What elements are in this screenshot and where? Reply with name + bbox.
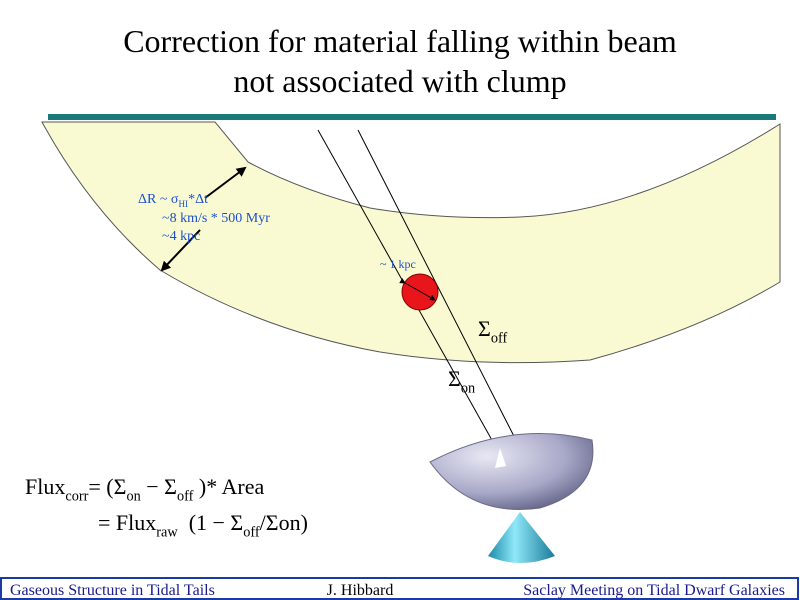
subscript: corr	[65, 489, 88, 505]
text-run: ΔR ~ σ	[138, 192, 179, 207]
title-rule	[48, 114, 776, 120]
text-run: /Σon)	[260, 510, 308, 535]
annotation: ~8 km/s * 500 Myr	[162, 211, 270, 226]
annotation: ~ 1 kpc	[380, 257, 416, 271]
title-line: Correction for material falling within b…	[123, 23, 677, 59]
subscript: HI	[178, 199, 188, 209]
dish	[429, 433, 594, 510]
text-run: )* Area	[193, 474, 264, 499]
annotation: Σon	[448, 366, 475, 397]
annotation: ΔR ~ σHI*Δt	[138, 192, 208, 209]
annotation: Σoff	[478, 316, 507, 347]
text-run: = Flux	[98, 510, 156, 535]
footer-box	[0, 577, 799, 600]
footer-text: J. Hibbard	[327, 582, 394, 599]
width-arrow	[204, 166, 247, 199]
text-run: Flux	[25, 474, 65, 499]
footer-text: Saclay Meeting on Tidal Dwarf Galaxies	[523, 582, 785, 599]
subscript: on	[461, 381, 475, 397]
dish-feed	[495, 448, 506, 468]
text-run: *Δt	[188, 192, 208, 207]
text-run: = (Σ	[88, 474, 126, 499]
text-run: Σ	[478, 316, 491, 341]
annotation: ~4 kpc	[162, 229, 200, 244]
text-run: ~4 kpc	[162, 229, 200, 244]
text-run: − Σ	[141, 474, 177, 499]
subscript: off	[243, 525, 260, 541]
clump-size-arrow	[399, 277, 436, 301]
footer-text: Gaseous Structure in Tidal Tails	[10, 582, 215, 599]
formula-line: Fluxcorr= (Σon − Σoff )* Area	[25, 474, 264, 505]
text-run: (1 − Σ	[178, 510, 244, 535]
subscript: off	[177, 489, 194, 505]
text-run: ~ 1 kpc	[380, 257, 416, 271]
subscript: off	[491, 331, 508, 347]
dish-mount	[488, 512, 555, 563]
tidal-tail	[41, 121, 781, 364]
subscript: raw	[156, 525, 178, 541]
width-arrow	[160, 229, 201, 272]
formula-line: = Fluxraw (1 − Σoff/Σon)	[98, 510, 308, 541]
beam-line	[357, 129, 523, 454]
title-line: not associated with clump	[233, 63, 566, 99]
text-run: ~8 km/s * 500 Myr	[162, 211, 270, 226]
subscript: on	[126, 489, 140, 505]
text-run: Σ	[448, 366, 461, 391]
